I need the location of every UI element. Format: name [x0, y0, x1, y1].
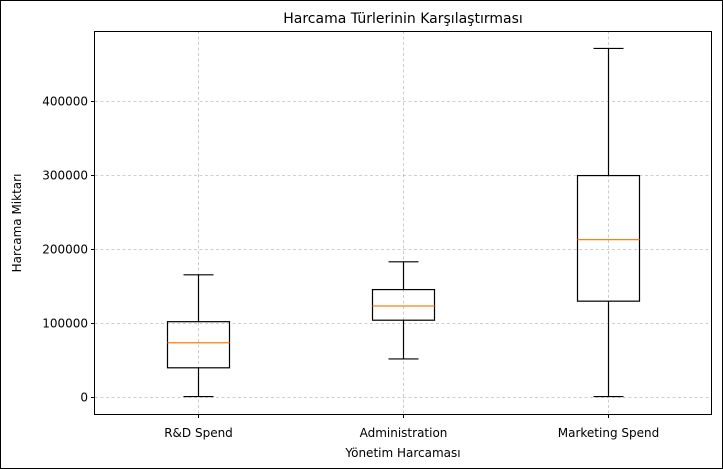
box-iqr: [371, 288, 436, 321]
box-r-d-spend: [166, 274, 231, 398]
y-tick-label: 200000: [42, 243, 88, 257]
y-axis-label: Harcama Miktarı: [10, 174, 24, 273]
boxes: [166, 47, 641, 398]
box-iqr: [576, 174, 641, 302]
y-tick-label: 300000: [42, 169, 88, 183]
y-tick-label: 0: [80, 391, 88, 405]
y-tick-label: 400000: [42, 95, 88, 109]
box-iqr: [166, 321, 231, 369]
x-tick-label: Administration: [360, 426, 448, 440]
x-tick-label: Marketing Spend: [558, 426, 659, 440]
y-tick-label: 100000: [42, 317, 88, 331]
chart-title: Harcama Türlerinin Karşılaştırması: [283, 11, 523, 27]
box-administration: [371, 261, 436, 360]
x-tick-label: R&D Spend: [164, 426, 233, 440]
x-axis-label: Yönetim Harcaması: [344, 446, 460, 460]
box-marketing-spend: [576, 47, 641, 398]
axes: 0 100000 200000 300000 400000 R&D Spend Admini…: [42, 95, 659, 441]
